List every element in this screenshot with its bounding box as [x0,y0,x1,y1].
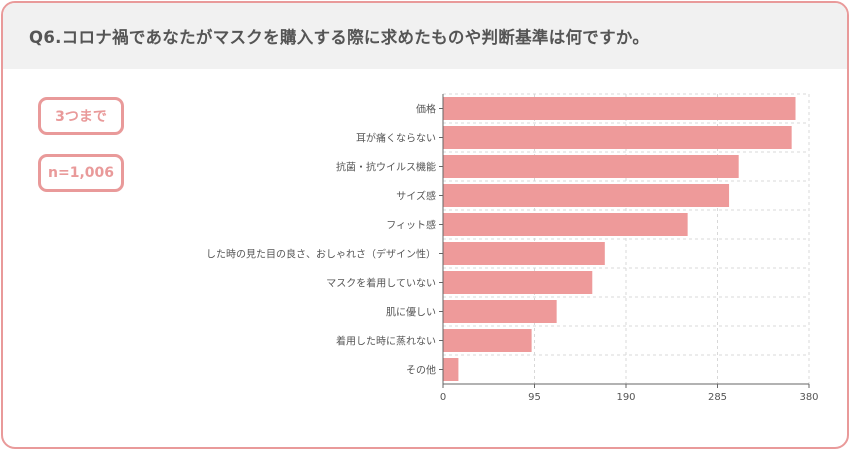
bar [443,155,739,178]
category-label: 価格 [416,103,436,116]
x-tick-label: 190 [616,392,635,403]
bar [443,358,459,381]
category-label: サイズ感 [396,190,436,203]
bar [443,242,605,265]
question-title: Q6.コロナ禍であなたがマスクを購入する際に求めたものや判断基準は何ですか。 [29,28,650,47]
selection-limit-badge: 3つまで [38,97,124,135]
category-label: 肌に優しい [386,306,436,319]
bar [443,97,796,120]
sample-size-badge: n=1,006 [38,154,124,192]
category-label: 抗菌・抗ウイルス機能 [336,161,436,174]
category-label: した時の見た目の良さ、おしゃれさ（デザイン性） [206,248,436,261]
x-tick-label: 380 [799,392,818,403]
bar [443,300,557,323]
bar [443,329,532,352]
category-label: フィット感 [386,219,436,232]
category-label: その他 [406,364,436,377]
question-header: Q6.コロナ禍であなたがマスクを購入する際に求めたものや判断基準は何ですか。 [3,3,847,69]
category-label: マスクを着用していない [326,277,436,290]
bar [443,184,730,207]
x-tick-label: 95 [528,392,541,403]
bar [443,271,593,294]
x-tick-label: 285 [708,392,727,403]
category-label: 着用した時に蒸れない [336,335,436,348]
x-tick-label: 0 [440,392,446,403]
bar [443,126,792,149]
bar [443,213,688,236]
category-label: 耳が痛くならない [356,132,436,145]
